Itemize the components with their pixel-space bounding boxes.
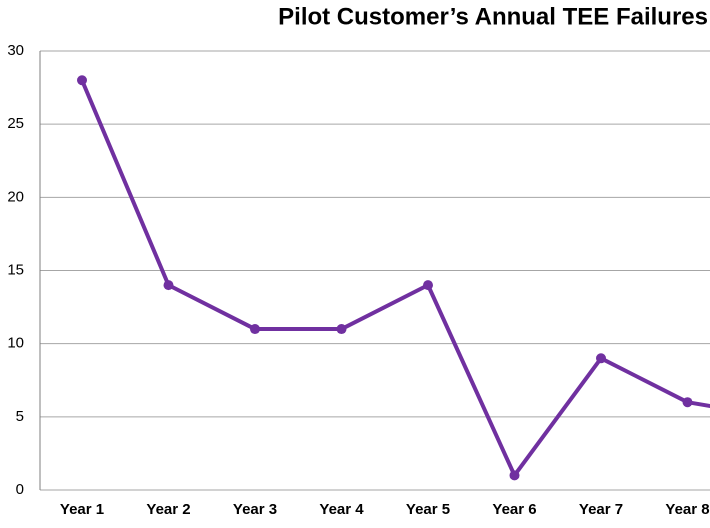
x-tick-label: Year 4	[319, 501, 364, 518]
chart-title: Pilot Customer’s Annual TEE Failures	[278, 3, 708, 30]
y-tick-label: 0	[16, 481, 24, 498]
marker	[596, 353, 606, 364]
y-tick-label: 30	[7, 42, 24, 59]
marker	[250, 324, 260, 335]
y-tick-label: 20	[7, 188, 24, 205]
marker	[77, 75, 87, 86]
x-tick-label: Year 7	[579, 501, 623, 518]
marker	[509, 470, 520, 481]
marker	[423, 280, 433, 291]
x-tick-label: Year 6	[492, 501, 536, 518]
x-tick-label: Year 5	[406, 501, 450, 518]
x-tick-label: Year 1	[60, 501, 104, 518]
x-tick-label: Year 3	[233, 501, 277, 518]
x-tick-label: Year 2	[146, 501, 190, 518]
x-tick-label: Year 8	[665, 501, 709, 518]
y-tick-label: 5	[16, 408, 24, 425]
line	[80, 79, 710, 478]
marker	[163, 280, 174, 291]
y-tick-label: 15	[7, 261, 24, 278]
y-tick-label: 10	[7, 335, 24, 352]
marker	[336, 324, 347, 335]
y-tick-label: 25	[7, 115, 24, 132]
marker	[682, 397, 693, 408]
